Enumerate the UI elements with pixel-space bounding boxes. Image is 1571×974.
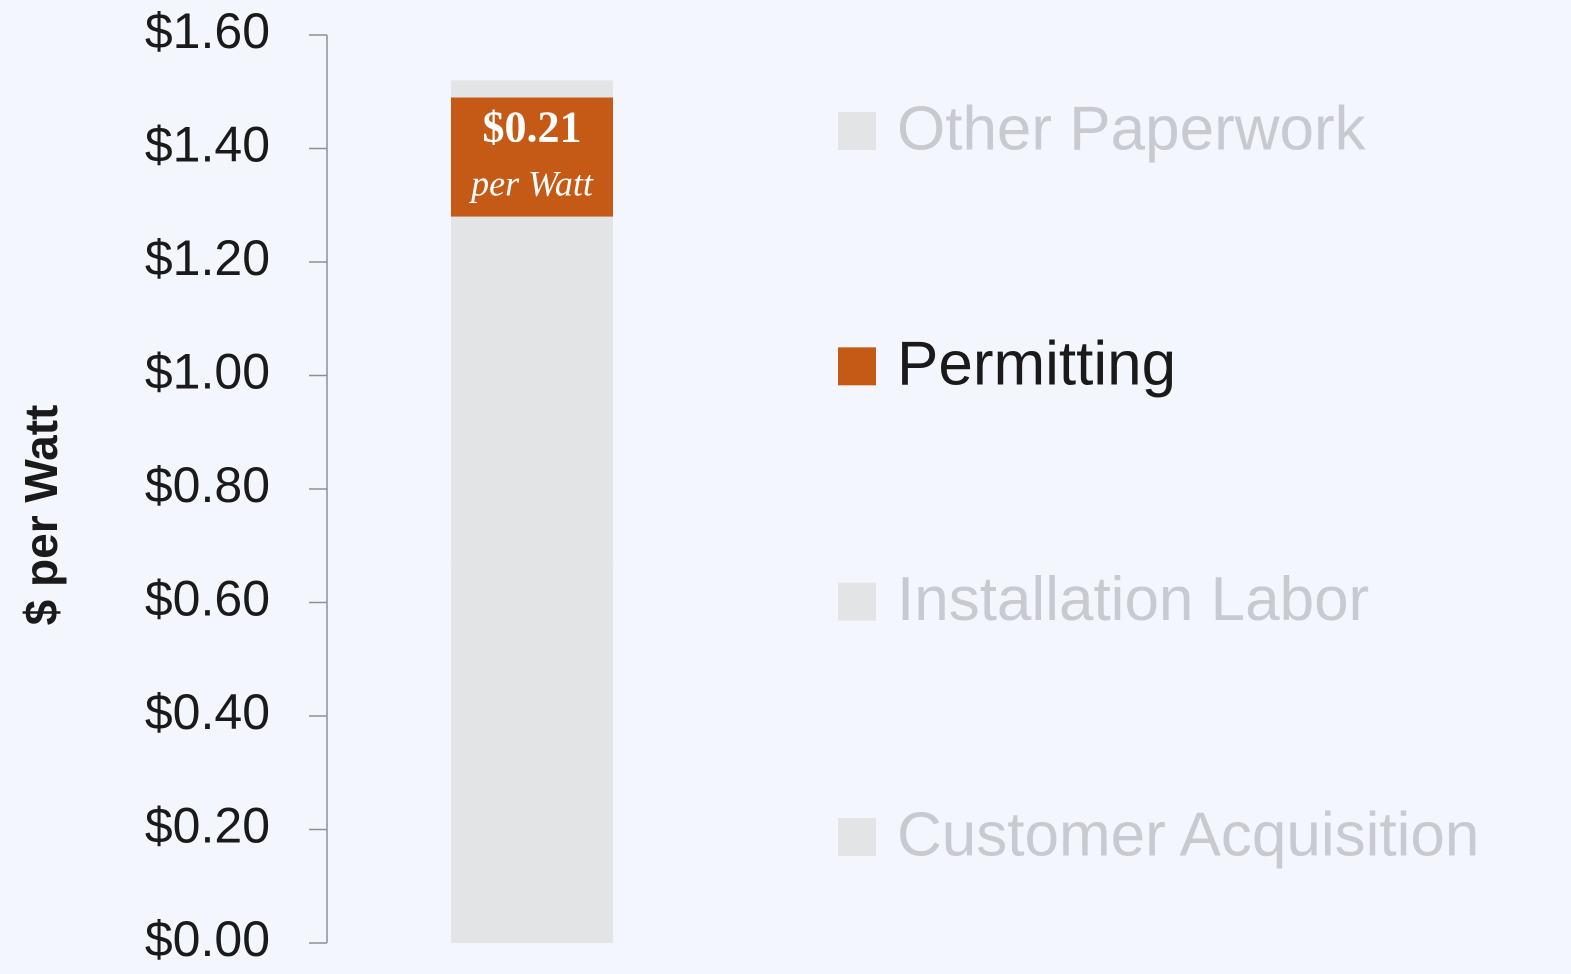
y-tick-label: $0.40 bbox=[145, 684, 270, 740]
legend-swatch bbox=[838, 347, 876, 386]
legend-label: Installation Labor bbox=[897, 565, 1369, 634]
legend-swatch bbox=[838, 582, 876, 621]
y-tick-label: $1.60 bbox=[145, 3, 270, 59]
bar-segment bbox=[451, 216, 613, 563]
legend-label: Permitting bbox=[897, 330, 1176, 399]
legend-label: Customer Acquisition bbox=[897, 800, 1479, 869]
bar-segment bbox=[451, 97, 613, 217]
bar-segment bbox=[451, 562, 613, 943]
data-label-note: per Watt bbox=[468, 164, 594, 204]
data-label: $0.21 bbox=[483, 103, 582, 152]
y-tick-label: $1.40 bbox=[145, 117, 270, 173]
y-tick-label: $1.20 bbox=[145, 230, 270, 286]
y-tick-label: $0.60 bbox=[145, 571, 270, 627]
y-tick-label: $1.00 bbox=[145, 344, 270, 400]
y-tick-label: $0.80 bbox=[145, 457, 270, 513]
y-axis-label: $ per Watt bbox=[15, 405, 67, 626]
y-tick-label: $0.00 bbox=[145, 911, 270, 967]
y-tick-label: $0.20 bbox=[145, 798, 270, 854]
legend-swatch bbox=[838, 112, 876, 150]
legend-swatch bbox=[838, 818, 876, 856]
legend-label: Other Paperwork bbox=[897, 94, 1367, 163]
bar-segment bbox=[451, 80, 613, 98]
